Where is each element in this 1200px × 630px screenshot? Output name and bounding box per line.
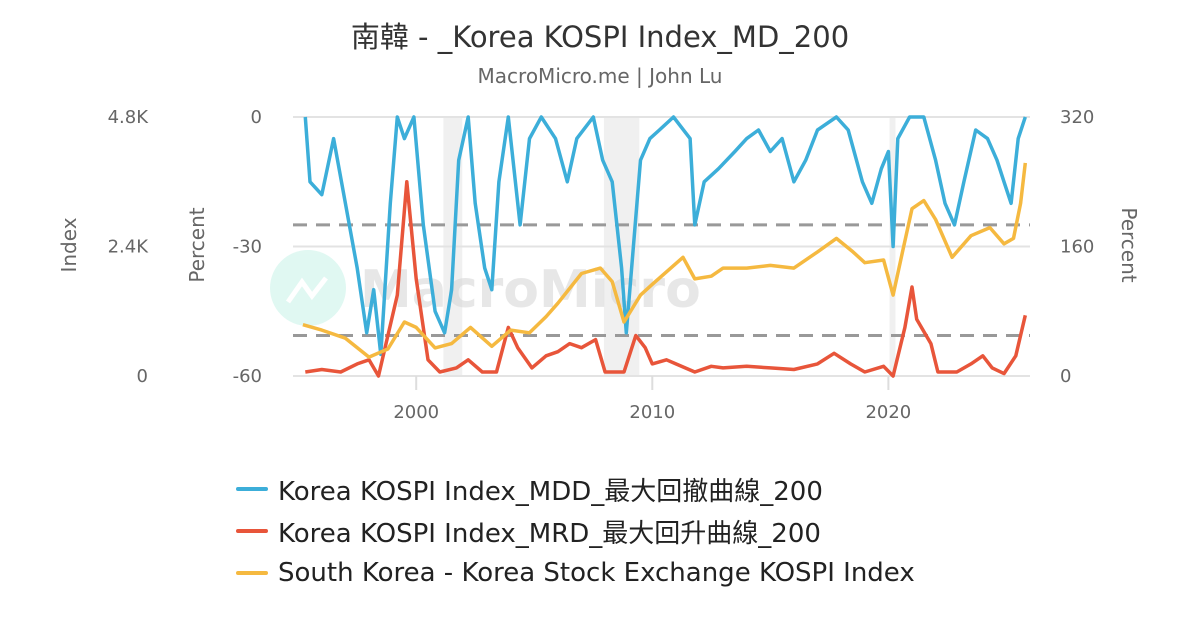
- legend-label: South Korea - Korea Stock Exchange KOSPI…: [278, 558, 915, 588]
- legend-swatch: [236, 571, 268, 575]
- series-line-2: [302, 162, 1028, 359]
- series-line-1: [305, 180, 1028, 378]
- legend-item-mdd[interactable]: Korea KOSPI Index_MDD_最大回撤曲線_200: [236, 468, 915, 510]
- tick-label-percent-right: 320: [1060, 107, 1094, 128]
- chart-title: 南韓 - _Korea KOSPI Index_MD_200: [350, 20, 850, 54]
- tick-label-index: 4.8K: [108, 107, 150, 128]
- tick-label-x: 2010: [629, 402, 675, 423]
- tick-label-percent-left: -60: [233, 366, 262, 387]
- legend-swatch: [236, 487, 268, 491]
- tick-label-index: 2.4K: [108, 237, 150, 258]
- legend-item-kospi[interactable]: South Korea - Korea Stock Exchange KOSPI…: [236, 552, 915, 594]
- axis-label-percent-left: Percent: [185, 207, 209, 282]
- legend-label: Korea KOSPI Index_MRD_最大回升曲線_200: [278, 518, 821, 549]
- legend-swatch: [236, 529, 268, 533]
- tick-label-x: 2020: [865, 402, 911, 423]
- tick-label-percent-left: 0: [251, 107, 262, 128]
- axis-label-percent-right: Percent: [1117, 207, 1141, 282]
- series-line-0: [303, 115, 1027, 357]
- watermark-logo-line: [285, 276, 328, 304]
- tick-label-index: 0: [137, 366, 148, 387]
- legend-label: Korea KOSPI Index_MDD_最大回撤曲線_200: [278, 476, 823, 507]
- tick-label-percent-right: 160: [1060, 237, 1094, 258]
- axis-label-index: Index: [57, 217, 81, 272]
- legend-item-mrd[interactable]: Korea KOSPI Index_MRD_最大回升曲線_200: [236, 510, 915, 552]
- watermark-text: MacroMicro: [360, 260, 701, 320]
- tick-label-x: 2000: [393, 402, 439, 423]
- legend: Korea KOSPI Index_MDD_最大回撤曲線_200 Korea K…: [236, 468, 915, 594]
- tick-label-percent-left: -30: [233, 237, 262, 258]
- tick-label-percent-right: 0: [1060, 366, 1071, 387]
- chart-subtitle: MacroMicro.me | John Lu: [477, 64, 723, 88]
